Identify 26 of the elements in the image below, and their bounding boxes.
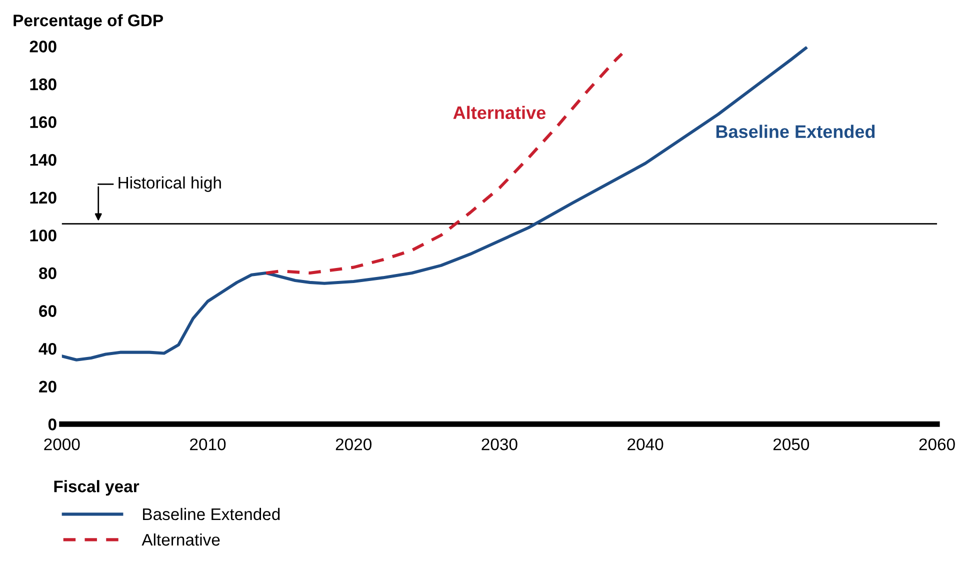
y-tick-label: 80 (39, 267, 56, 280)
y-axis-title: Percentage of GDP (14, 14, 163, 30)
y-tick-label: 100 (30, 230, 56, 242)
y-tick-label: 20 (39, 380, 56, 393)
y-tick-label: 200 (30, 40, 56, 52)
text: Baseline Extended (716, 124, 875, 138)
y-tick-label: 160 (30, 116, 56, 128)
y-tick-label: 140 (30, 154, 56, 166)
y-tick-label: 120 (30, 192, 56, 204)
x-tick-label: 2040 (628, 438, 664, 450)
y-tick-label: 40 (38, 342, 56, 355)
x-tick-label: 2000 (44, 438, 80, 450)
x-axis-title: Fiscal year (54, 480, 140, 496)
line-series (264, 52, 624, 275)
legend-label: Baseline Extended (143, 508, 280, 520)
x-tick-label: 2020 (336, 438, 372, 450)
annotation: Historical high (118, 176, 221, 192)
x-tick-label: 2060 (919, 438, 955, 450)
y-tick-label: 0 (48, 418, 56, 430)
x-tick-label: 2030 (482, 438, 518, 450)
y-tick-label: 60 (39, 305, 56, 317)
y-tick-label: 180 (30, 78, 56, 90)
text: Alternative (453, 106, 546, 120)
legend-label: Alternative (142, 533, 220, 546)
x-tick-label: 2010 (190, 438, 226, 450)
x-tick-label: 2050 (773, 438, 810, 450)
